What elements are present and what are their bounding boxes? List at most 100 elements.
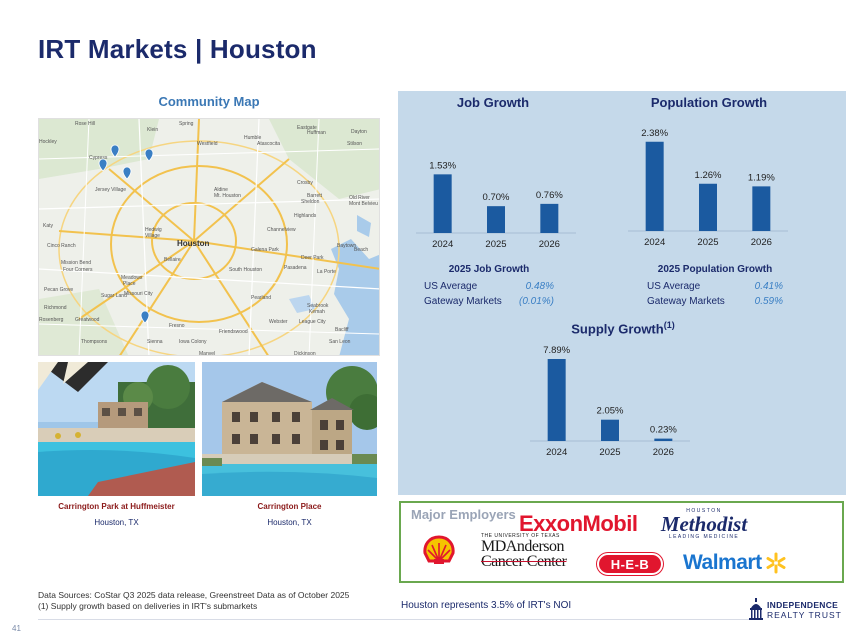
svg-text:Manvel: Manvel bbox=[199, 351, 215, 356]
bar-value-label: 1.26% bbox=[695, 170, 722, 181]
major-employers: Major Employers ExxonMobil HOUSTON Metho… bbox=[399, 501, 844, 583]
svg-text:Sugar Land: Sugar Land bbox=[101, 293, 127, 299]
svg-text:Eastgate: Eastgate bbox=[297, 125, 317, 131]
svg-text:Baytown: Baytown bbox=[337, 243, 356, 249]
supply-growth-title-text: Supply Growth bbox=[571, 321, 664, 337]
sources-line2: (1) Supply growth based on deliveries in… bbox=[38, 601, 258, 611]
svg-text:Westfield: Westfield bbox=[197, 141, 218, 147]
svg-text:Four Corners: Four Corners bbox=[63, 267, 93, 273]
major-employers-label: Major Employers bbox=[411, 507, 516, 522]
bar-2025 bbox=[699, 183, 717, 231]
svg-text:Pasadena: Pasadena bbox=[284, 265, 307, 271]
pop-stats-row: Gateway Markets 0.59% bbox=[647, 294, 783, 309]
svg-text:Hockley: Hockley bbox=[39, 139, 57, 145]
photo2-caption-location: Houston, TX bbox=[267, 518, 312, 527]
svg-text:Bacliff: Bacliff bbox=[335, 327, 349, 333]
walmart-text: Walmart bbox=[683, 551, 762, 574]
svg-text:Pecan Grove: Pecan Grove bbox=[44, 287, 73, 293]
svg-text:Mission Bend: Mission Bend bbox=[61, 260, 91, 266]
pop-stats-value: 0.59% bbox=[754, 296, 783, 307]
svg-text:Sienna: Sienna bbox=[147, 339, 163, 345]
svg-text:Old River: Old River bbox=[349, 195, 370, 201]
supply-growth-footnote: (1) bbox=[663, 320, 675, 330]
page-number: 41 bbox=[12, 624, 21, 633]
data-sources: Data Sources: CoStar Q3 2025 data releas… bbox=[38, 590, 349, 612]
svg-text:Dayton: Dayton bbox=[351, 129, 367, 135]
job-stats-label: Gateway Markets bbox=[424, 296, 502, 307]
noi-note: Houston represents 3.5% of IRT's NOI bbox=[401, 600, 572, 611]
x-tick-label: 2026 bbox=[539, 239, 560, 250]
job-growth-title: Job Growth bbox=[456, 95, 530, 110]
bar-2024 bbox=[433, 174, 452, 233]
bar-2025 bbox=[487, 206, 505, 233]
capitol-dome-icon bbox=[749, 598, 763, 620]
svg-text:Greatwood: Greatwood bbox=[75, 317, 100, 323]
job-stats-title: 2025 Job Growth bbox=[448, 264, 530, 275]
svg-text:Spring: Spring bbox=[179, 121, 194, 127]
methodist-top: HOUSTON bbox=[686, 508, 722, 514]
svg-text:Jersey Village: Jersey Village bbox=[95, 187, 126, 193]
x-tick-label: 2025 bbox=[485, 239, 506, 250]
population-growth-chart: 2.38% 2024 1.26% 2025 1.19% 2026 bbox=[628, 128, 788, 248]
svg-text:Bellaire: Bellaire bbox=[164, 257, 181, 263]
property-photo-huffmeister bbox=[38, 362, 195, 496]
job-stats-row: US Average 0.48% bbox=[424, 279, 554, 294]
svg-text:Richmond: Richmond bbox=[44, 305, 67, 311]
job-stats-label: US Average bbox=[424, 281, 478, 292]
svg-text:Place: Place bbox=[123, 281, 136, 287]
houston-methodist-logo: HOUSTON Methodist LEADING MEDICINE bbox=[659, 508, 749, 540]
job-growth-stats: 2025 Job Growth US Average 0.48% Gateway… bbox=[424, 264, 554, 309]
svg-text:Friendswood: Friendswood bbox=[219, 329, 248, 335]
pop-stats-label: Gateway Markets bbox=[647, 296, 725, 307]
svg-text:La Porte: La Porte bbox=[317, 269, 336, 275]
svg-text:Iowa Colony: Iowa Colony bbox=[179, 339, 207, 345]
x-tick-label: 2024 bbox=[432, 239, 453, 250]
svg-text:San Leon: San Leon bbox=[329, 339, 351, 345]
svg-text:Kemah: Kemah bbox=[309, 309, 325, 315]
pop-stats-value: 0.41% bbox=[754, 281, 783, 292]
bar-value-label: 7.89% bbox=[543, 345, 570, 356]
population-growth-stats: 2025 Population Growth US Average 0.41% … bbox=[647, 264, 783, 309]
svg-text:Fresno: Fresno bbox=[169, 323, 185, 329]
bar-2026 bbox=[752, 186, 771, 231]
bar-2024 bbox=[645, 141, 664, 231]
map-title: Community Map bbox=[158, 94, 260, 109]
mda-line1: MDAnderson bbox=[481, 538, 565, 555]
footer-divider bbox=[38, 619, 758, 620]
svg-text:Huffman: Huffman bbox=[307, 130, 326, 136]
bar-value-label: 0.76% bbox=[536, 190, 563, 201]
x-tick-label: 2026 bbox=[751, 237, 772, 248]
svg-text:Webster: Webster bbox=[269, 319, 288, 325]
sources-line1: Data Sources: CoStar Q3 2025 data releas… bbox=[38, 590, 350, 600]
mda-line2: Cancer Center bbox=[481, 553, 567, 570]
svg-text:Galena Park: Galena Park bbox=[251, 247, 279, 253]
svg-text:Mt. Houston: Mt. Houston bbox=[214, 193, 241, 199]
supply-growth-title: Supply Growth(1) bbox=[498, 320, 748, 336]
bar-2026 bbox=[540, 203, 559, 233]
bar-2026 bbox=[654, 438, 673, 441]
methodist-name: Methodist bbox=[660, 512, 748, 536]
community-map[interactable]: Houston Katy Cinco Ranch Sugar Land Pear… bbox=[38, 118, 380, 356]
svg-text:Stilson: Stilson bbox=[347, 141, 362, 147]
brand-line1: INDEPENDENCE bbox=[767, 600, 839, 610]
svg-text:Atascocita: Atascocita bbox=[257, 141, 280, 147]
x-tick-label: 2024 bbox=[644, 237, 665, 248]
svg-text:Beach: Beach bbox=[354, 247, 368, 253]
svg-text:Missouri City: Missouri City bbox=[124, 291, 153, 297]
heb-text: H-E-B bbox=[610, 556, 650, 572]
svg-text:Klein: Klein bbox=[147, 127, 158, 133]
svg-text:South Houston: South Houston bbox=[229, 267, 262, 273]
photo2-caption-name: Carrington Place bbox=[257, 502, 322, 511]
job-stats-row: Gateway Markets (0.01%) bbox=[424, 294, 554, 309]
bar-value-label: 2.05% bbox=[597, 406, 624, 417]
svg-text:Rosenberg: Rosenberg bbox=[39, 317, 64, 323]
photo1-caption-location: Houston, TX bbox=[94, 518, 139, 527]
bar-value-label: 1.19% bbox=[748, 172, 775, 183]
property-photo-carrington-place bbox=[202, 362, 377, 496]
svg-text:Seabrook: Seabrook bbox=[307, 303, 329, 309]
svg-text:Hedwig: Hedwig bbox=[145, 227, 162, 233]
svg-text:Deer Park: Deer Park bbox=[301, 255, 324, 261]
growth-panel: Job Growth Population Growth 1.53% 2024 0.… bbox=[398, 91, 846, 495]
map-graphic: Houston Katy Cinco Ranch Sugar Land Pear… bbox=[39, 119, 379, 356]
methodist-sub: LEADING MEDICINE bbox=[668, 534, 740, 540]
